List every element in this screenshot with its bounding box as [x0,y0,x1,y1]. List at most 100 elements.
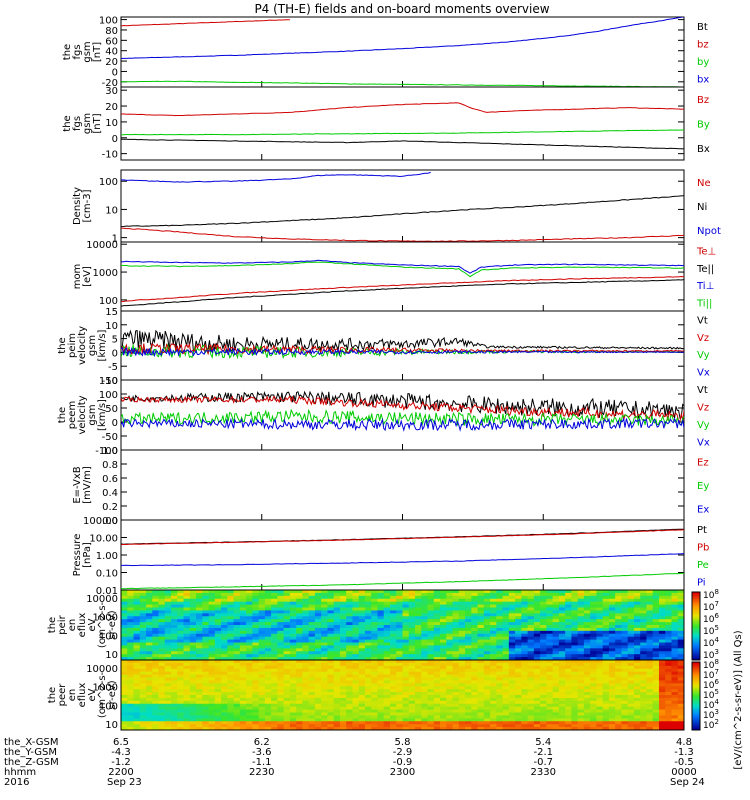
heatmap-cell [246,668,253,673]
heatmap-cell [189,657,197,660]
heatmap-cell [183,721,191,725]
heatmap-cell [546,727,554,730]
heatmap-cell [621,630,629,635]
heatmap-cell [652,604,660,608]
heatmap-cell [396,598,403,603]
heatmap-cell [427,665,435,670]
heatmap-cell [283,671,291,676]
heatmap-cell [552,727,560,730]
heatmap-cell [496,660,504,664]
heatmap-cell [577,718,585,722]
heatmap-cell [177,724,185,728]
heatmap-cell [283,601,291,606]
heatmap-cell [615,683,622,687]
heatmap-cell [308,712,316,716]
heatmap-cell [590,639,597,643]
heatmap-cell [246,639,253,643]
heatmap-cell [183,598,191,603]
heatmap-cell [177,592,185,597]
heatmap-cell [246,645,253,649]
y-axis-label-line: gsm [82,41,93,62]
heatmap-cell [258,639,266,643]
heatmap-cell [196,695,203,699]
heatmap-cell [327,677,335,681]
heatmap-cell [227,604,235,608]
heatmap-cell [364,651,372,655]
heatmap-cell [577,660,585,664]
heatmap-cell [358,636,366,641]
heatmap-cell [327,700,335,705]
heatmap-cell [264,706,272,711]
heatmap-cell [465,595,472,600]
heatmap-cell [227,727,235,730]
heatmap-cell [396,592,403,597]
heatmap-cell [364,639,372,643]
heatmap-cell [314,627,322,632]
heatmap-cell [221,657,228,660]
heatmap-cell [277,665,285,670]
heatmap-cell [296,674,303,678]
plot-area [121,528,684,590]
heatmap-cell [196,724,203,728]
heatmap-cell [633,625,641,629]
heatmap-cell [602,683,610,687]
heatmap-cell [371,651,378,655]
heatmap-cell [321,686,328,690]
heatmap-cell [483,630,491,635]
heatmap-cell [577,633,585,638]
heatmap-cell [271,590,278,594]
heatmap-cell [433,697,441,702]
heatmap-cell [389,724,397,728]
y-tick-label: 10 [105,720,118,731]
heatmap-cell [264,689,272,693]
heatmap-cell [452,671,460,676]
heatmap-cell [583,616,591,620]
heatmap-cell [621,689,629,693]
heatmap-cell [471,654,479,658]
heatmap-cell [671,654,679,658]
heatmap-cell [502,654,510,658]
heatmap-cell [477,651,485,655]
heatmap-cell [264,715,272,719]
heatmap-cell [371,610,378,614]
heatmap-cell [214,619,222,623]
heatmap-cell [633,689,641,693]
heatmap-cell [577,648,585,652]
heatmap-cell [621,668,629,673]
heatmap-cell [608,595,616,600]
heatmap-cell [308,622,316,626]
heatmap-cell [471,636,479,641]
heatmap-cell [615,671,622,676]
heatmap-cell [339,665,347,670]
heatmap-cell [227,712,235,716]
heatmap-cell [552,610,560,614]
heatmap-cell [677,654,684,658]
heatmap-cell [271,622,278,626]
heatmap-cell [446,610,454,614]
heatmap-cell [383,627,391,632]
heatmap-cell [458,721,466,725]
heatmap-cell [208,706,216,711]
heatmap-cell [427,674,435,678]
heatmap-cell [296,598,303,603]
heatmap-cell [252,657,260,660]
heatmap-cell [608,718,616,722]
heatmap-cell [202,598,210,603]
heatmap-cell [540,590,547,594]
y-axis-label-line: peir [57,614,68,634]
heatmap-cell [446,642,454,646]
heatmap-cell [133,718,141,722]
heatmap-cell [346,607,353,611]
heatmap-cell [239,636,247,641]
heatmap-cell [477,689,485,693]
heatmap-cell [571,709,579,713]
heatmap-cell [527,718,535,722]
heatmap-cell [177,590,185,594]
heatmap-cell [371,648,378,652]
legend-Vx: Vx [697,367,710,378]
heatmap-cell [339,706,347,711]
heatmap-cell [302,680,310,684]
heatmap-cell [246,616,253,620]
heatmap-cell [596,689,604,693]
heatmap-cell [527,712,535,716]
